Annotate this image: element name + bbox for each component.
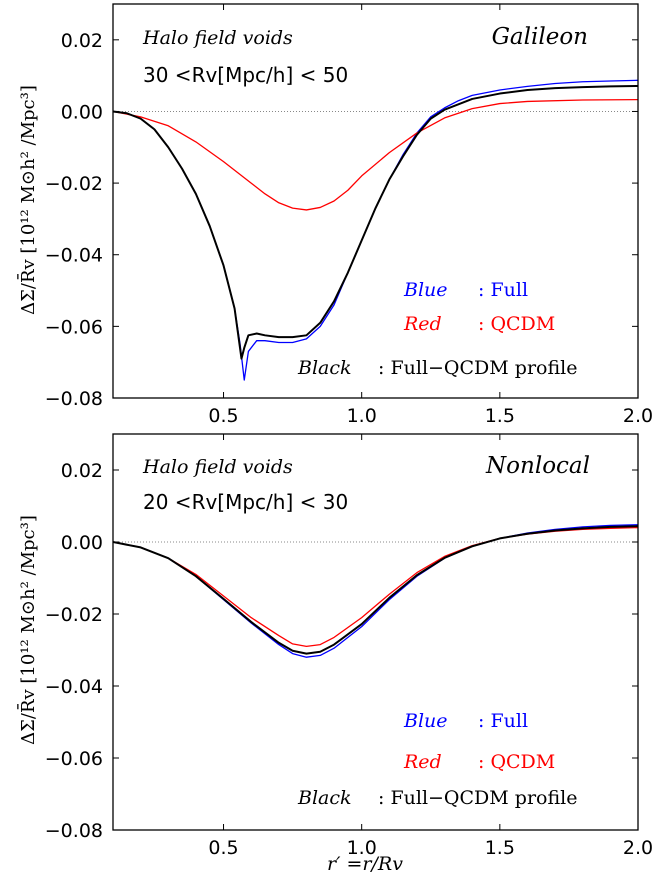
y-tick-label: −0.06 <box>45 316 103 338</box>
y-axis-label: ΔΣ/R̄v [10¹² M⊙h² /Mpc³] <box>16 85 39 315</box>
series-line-black <box>113 525 638 655</box>
y-tick-label: −0.06 <box>45 748 103 770</box>
legend-key: Blue <box>403 279 448 301</box>
chart-panel-1: 0.02 0.00 −0.02 −0.04 −0.06 −0.08 0.5 1.0 1.5 2.0… <box>16 3 653 427</box>
x-tick-label: 1.0 <box>347 405 377 427</box>
sample-annotation: Halo field voids <box>142 27 293 49</box>
legend-key: Red <box>403 751 442 773</box>
model-annotation: Nonlocal <box>485 453 590 479</box>
legend-description: : Full−QCDM profile <box>378 787 577 809</box>
legend-description: : Full <box>478 279 528 301</box>
y-tick-label: 0.00 <box>61 101 103 123</box>
legend-description: : Full−QCDM profile <box>378 357 577 379</box>
model-annotation: Galileon <box>492 24 588 50</box>
x-tick-label: 1.5 <box>485 837 515 859</box>
series-line-black <box>113 85 638 360</box>
x-tick-label: 0.5 <box>208 837 238 859</box>
y-tick-label: −0.08 <box>45 388 103 410</box>
legend-key: Blue <box>403 710 448 732</box>
y-tick-label: −0.02 <box>45 173 103 195</box>
legend-description: : Full <box>478 710 528 732</box>
y-tick-label: 0.00 <box>61 532 103 554</box>
x-tick-label: 2.0 <box>623 837 653 859</box>
legend-description: : QCDM <box>478 751 555 773</box>
x-tick-label: 2.0 <box>623 405 653 427</box>
sample-annotation: Halo field voids <box>142 456 293 478</box>
y-tick-label: 0.02 <box>61 460 103 482</box>
radius-range-annotation: 20 <Rv[Mpc/h] < 30 <box>143 490 348 514</box>
y-tick-label: −0.04 <box>45 245 103 267</box>
series-line-blue <box>113 524 638 658</box>
plot-frame <box>112 3 639 399</box>
y-tick-label: 0.02 <box>61 30 103 52</box>
y-tick-label: −0.04 <box>45 676 103 698</box>
y-axis-label: ΔΣ/R̄v [10¹² M⊙h² /Mpc³] <box>16 515 39 745</box>
legend-key: Black <box>297 357 352 379</box>
x-tick-label: 1.0 <box>347 837 377 859</box>
series-line-red <box>113 98 638 211</box>
legend-key: Black <box>297 787 352 809</box>
x-axis-label: r′ =r/Rv <box>327 853 403 875</box>
legend-key: Red <box>403 313 442 335</box>
y-tick-label: −0.02 <box>45 604 103 626</box>
x-tick-label: 1.5 <box>485 405 515 427</box>
radius-range-annotation: 30 <Rv[Mpc/h] < 50 <box>143 63 348 87</box>
legend-description: : QCDM <box>478 313 555 335</box>
y-tick-label: −0.08 <box>45 820 103 842</box>
plot-frame <box>112 433 639 831</box>
series-line-blue <box>113 79 638 381</box>
x-tick-label: 0.5 <box>208 405 238 427</box>
chart-panel-2: 0.02 0.00 −0.02 −0.04 −0.06 −0.08 0.5 1.0 1.5 2.0… <box>16 433 653 875</box>
series-line-red <box>113 526 638 648</box>
